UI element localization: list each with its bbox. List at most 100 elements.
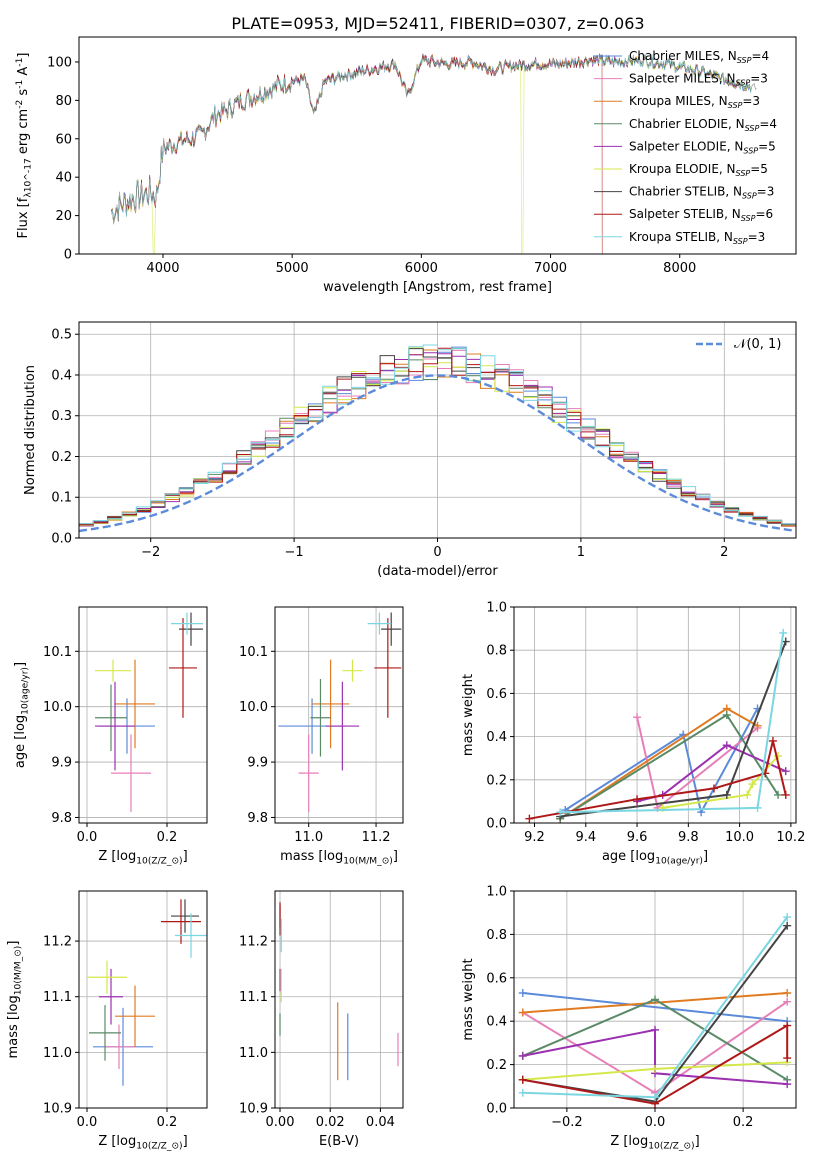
axes-frame xyxy=(513,606,797,824)
weight-marker xyxy=(722,711,731,719)
x-axis-label: wavelength [Angstrom, rest frame] xyxy=(323,280,552,295)
y-tick-label: 0.5 xyxy=(51,328,72,343)
weight-marker xyxy=(651,1064,659,1073)
legend-label: Kroupa STELIB, NSSP=3 xyxy=(629,230,765,246)
x-tick-label: 0.2 xyxy=(157,1115,178,1130)
histogram-7 xyxy=(79,347,796,529)
x-tick-label: 0.02 xyxy=(316,1115,345,1130)
weight-marker xyxy=(774,790,783,799)
y-tick-label: 10.9 xyxy=(239,1102,268,1117)
legend-label: Salpeter STELIB, NSSP=6 xyxy=(629,207,773,223)
weight-marker xyxy=(518,1075,527,1084)
weight-marker xyxy=(753,803,762,812)
legend-label: Chabrier MILES, NSSP=4 xyxy=(629,49,769,65)
plot-area xyxy=(111,53,757,254)
weight-marker xyxy=(783,913,792,922)
x-tick-label: 9.8 xyxy=(678,830,699,845)
weight-line-7 xyxy=(522,1023,789,1105)
weight-marker xyxy=(518,988,527,997)
weight-marker xyxy=(783,1080,792,1089)
x-tick-label: 0 xyxy=(433,545,441,560)
x-axis-label: Z [log10(Z/Z_⊙)] xyxy=(98,1134,187,1151)
y-axis-label: age [log10(age/yr)] xyxy=(13,662,30,768)
weight-marker xyxy=(722,790,731,799)
plot-age_vs_Z: 0.0 0.2 9.8 9.9 10.0 10.1 Z [log10(Z/Z_⊙)] age … xyxy=(13,606,208,866)
weight-marker xyxy=(518,1008,527,1017)
weight-line-6 xyxy=(559,641,787,818)
x-tick-label: 9.6 xyxy=(627,830,648,845)
x-axis-label: age [log10(age/yr)] xyxy=(602,849,708,866)
y-tick-label: 0.4 xyxy=(486,1015,507,1030)
y-tick-label: 0.0 xyxy=(486,1102,507,1117)
y-axis-label: mass [log10(M/M_⊙)] xyxy=(6,941,23,1059)
weight-marker xyxy=(651,995,659,1004)
y-tick-label: 9.8 xyxy=(51,811,72,826)
weight-line-7 xyxy=(529,740,787,820)
weight-marker xyxy=(753,721,762,730)
y-tick-label: 11.0 xyxy=(43,1046,72,1061)
y-tick-label: 10.0 xyxy=(239,700,268,715)
x-axis-label: mass [log10(M/M_⊙)] xyxy=(280,849,398,866)
x-tick-label: 0.2 xyxy=(157,830,178,845)
x-tick-label: 5000 xyxy=(276,261,309,276)
plot-area xyxy=(87,899,207,1086)
weight-marker xyxy=(783,1021,792,1030)
y-tick-label: 0.2 xyxy=(486,1058,507,1073)
legend-label: Salpeter ELODIE, NSSP=5 xyxy=(629,139,776,155)
weight-line-0 xyxy=(522,992,788,1023)
weight-marker xyxy=(779,628,788,637)
y-tick-label: 11.1 xyxy=(43,990,72,1005)
plot-weight_vs_Z: −0.2 0.0 0.2 0.0 0.2 0.4 0.6 0.8 1.0 Z [log10(Z/Z… xyxy=(461,885,797,1151)
weight-marker xyxy=(783,1054,792,1063)
model-spectrum-8 xyxy=(111,53,752,225)
x-tick-label: 11.0 xyxy=(294,830,323,845)
weight-marker xyxy=(525,814,534,823)
weight-marker xyxy=(651,1093,659,1102)
y-tick-label: 100 xyxy=(47,55,72,70)
y-tick-label: 0.3 xyxy=(51,409,72,424)
x-tick-label: 9.2 xyxy=(524,830,545,845)
y-axis-label: mass weight xyxy=(461,958,476,1040)
weight-marker xyxy=(633,713,642,722)
weight-marker xyxy=(783,921,792,930)
weight-marker xyxy=(781,637,790,646)
y-axis-label: Normed distribution xyxy=(23,365,38,495)
plot-area xyxy=(525,628,790,823)
legend-label: Chabrier ELODIE, NSSP=4 xyxy=(629,117,777,133)
plot-age_vs_mass: 11.0 11.2 9.8 9.9 10.0 10.1 mass [log10(M/M_⊙)… xyxy=(239,606,404,866)
weight-marker xyxy=(651,1025,659,1034)
legend-label: 𝒩(0, 1) xyxy=(734,337,781,352)
y-tick-label: 11.0 xyxy=(239,1046,268,1061)
y-tick-label: 10.0 xyxy=(43,700,72,715)
plot-weight_vs_age: 9.2 9.4 9.6 9.8 10.0 10.2 0.0 0.2 0.4 0.6 0.8 1.0 ag… xyxy=(461,601,805,867)
y-tick-label: 0.2 xyxy=(51,450,72,465)
figure-title: PLATE=0953, MJD=52411, FIBERID=0307, z=0… xyxy=(231,14,644,33)
y-tick-label: 0.0 xyxy=(486,817,507,832)
axes-frame xyxy=(78,36,797,255)
x-tick-label: −2 xyxy=(141,545,160,560)
y-tick-label: 1.0 xyxy=(486,601,507,616)
histogram-8 xyxy=(79,344,796,529)
weight-marker xyxy=(556,808,565,817)
y-tick-label: 0.4 xyxy=(51,368,72,383)
y-tick-label: 10.9 xyxy=(43,1102,72,1117)
plot-mass_vs_EBV: 0.00 0.02 0.04 10.9 11.0 11.1 11.2 E(B-V) xyxy=(239,890,404,1149)
y-tick-label: 0.8 xyxy=(486,644,507,659)
y-tick-label: 10.1 xyxy=(43,645,72,660)
x-tick-label: 0.0 xyxy=(77,1115,98,1130)
weight-marker xyxy=(722,741,731,750)
y-axis-label: mass weight xyxy=(461,674,476,756)
y-tick-label: 0.2 xyxy=(486,773,507,788)
plot-area xyxy=(518,913,792,1108)
y-tick-label: 9.8 xyxy=(247,811,268,826)
legend-label: Chabrier STELIB, NSSP=3 xyxy=(629,185,774,201)
plot-area xyxy=(95,612,203,812)
normal-curve xyxy=(79,374,796,533)
y-tick-label: 0 xyxy=(64,248,72,263)
y-tick-label: 80 xyxy=(55,94,72,109)
y-tick-label: 0.6 xyxy=(486,687,507,702)
weight-marker xyxy=(633,795,642,804)
y-tick-label: 40 xyxy=(55,171,72,186)
x-tick-label: 10.0 xyxy=(725,830,754,845)
plot-area xyxy=(278,612,402,812)
